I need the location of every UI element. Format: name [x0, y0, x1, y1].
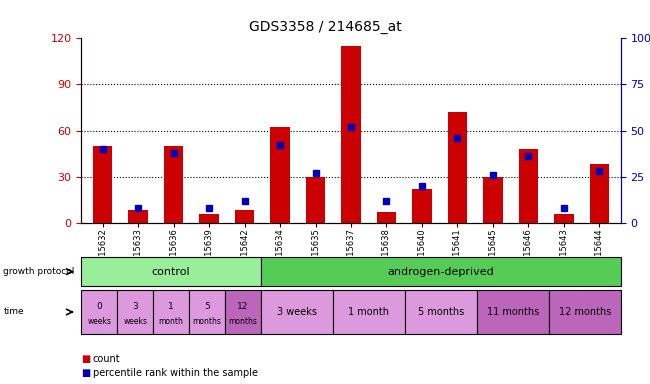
Text: growth protocol: growth protocol: [3, 267, 75, 276]
Bar: [270, 127, 290, 223]
Text: months: months: [229, 317, 257, 326]
Bar: [235, 210, 254, 223]
Text: weeks: weeks: [124, 317, 147, 326]
Bar: [128, 210, 148, 223]
Text: month: month: [159, 317, 183, 326]
Text: weeks: weeks: [87, 317, 111, 326]
Text: 1: 1: [168, 302, 174, 311]
Text: months: months: [192, 317, 222, 326]
Text: 1 month: 1 month: [348, 307, 389, 317]
Text: percentile rank within the sample: percentile rank within the sample: [93, 368, 258, 378]
Bar: [483, 177, 502, 223]
Bar: [448, 112, 467, 223]
Text: GDS3358 / 214685_at: GDS3358 / 214685_at: [248, 20, 402, 34]
Text: ■: ■: [81, 368, 90, 378]
Text: 3 weeks: 3 weeks: [277, 307, 317, 317]
Text: 11 months: 11 months: [487, 307, 539, 317]
Bar: [306, 177, 325, 223]
Bar: [341, 46, 361, 223]
Text: 5 months: 5 months: [418, 307, 464, 317]
Text: time: time: [3, 308, 24, 316]
Bar: [519, 149, 538, 223]
Text: 3: 3: [133, 302, 138, 311]
Text: 0: 0: [96, 302, 102, 311]
Bar: [377, 212, 396, 223]
Text: ■: ■: [81, 354, 90, 364]
Bar: [164, 146, 183, 223]
Bar: [200, 214, 219, 223]
Bar: [590, 164, 609, 223]
Bar: [554, 214, 574, 223]
Text: control: control: [152, 266, 190, 277]
Text: 5: 5: [204, 302, 210, 311]
Text: count: count: [93, 354, 120, 364]
Bar: [412, 189, 432, 223]
Text: 12 months: 12 months: [558, 307, 611, 317]
Text: androgen-deprived: androgen-deprived: [387, 266, 494, 277]
Text: 12: 12: [237, 302, 249, 311]
Bar: [93, 146, 112, 223]
